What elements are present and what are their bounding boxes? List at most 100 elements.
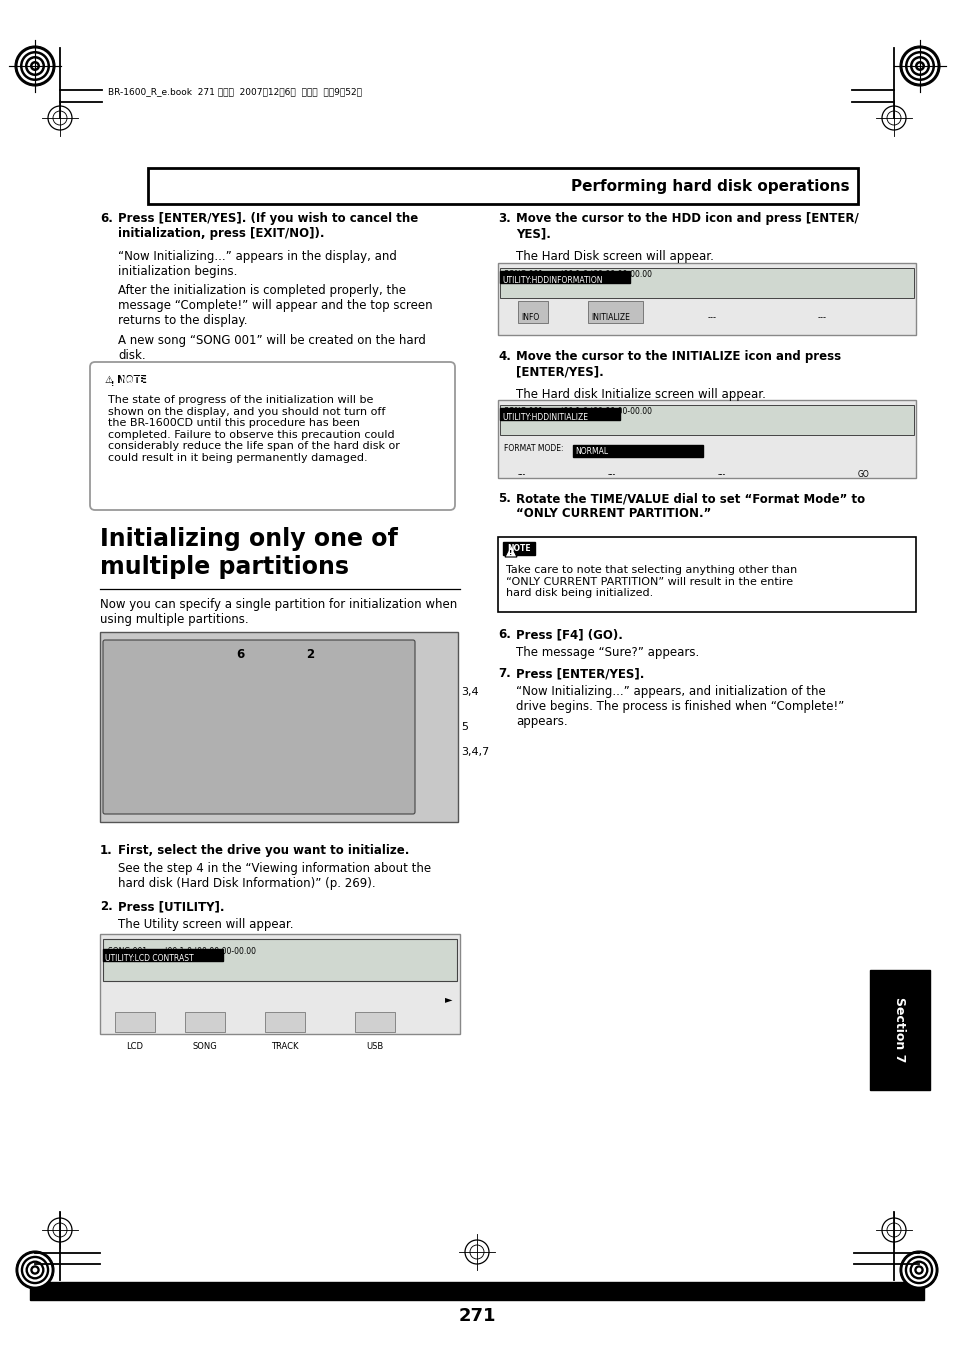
Circle shape xyxy=(32,63,37,69)
Text: !: ! xyxy=(509,550,512,557)
Text: NOTE: NOTE xyxy=(507,544,530,553)
Text: After the initialization is completed properly, the
message “Complete!” will app: After the initialization is completed pr… xyxy=(118,284,432,327)
FancyBboxPatch shape xyxy=(587,301,642,323)
Text: 3,4: 3,4 xyxy=(460,688,478,697)
Text: 7.: 7. xyxy=(497,667,510,680)
Text: !: ! xyxy=(112,381,114,386)
Text: UTILITY:LCD CONTRAST: UTILITY:LCD CONTRAST xyxy=(105,954,193,963)
Circle shape xyxy=(902,1254,935,1286)
Text: 1.: 1. xyxy=(100,844,112,857)
Text: 6: 6 xyxy=(235,648,244,661)
Text: GO: GO xyxy=(857,470,869,480)
Circle shape xyxy=(15,46,55,86)
Text: ---: --- xyxy=(817,313,826,322)
Text: SONG: SONG xyxy=(193,1042,217,1051)
FancyBboxPatch shape xyxy=(148,168,857,204)
Text: Performing hard disk operations: Performing hard disk operations xyxy=(571,178,849,193)
FancyBboxPatch shape xyxy=(265,1012,305,1032)
Text: ►: ► xyxy=(444,994,452,1004)
Circle shape xyxy=(16,1251,54,1289)
Circle shape xyxy=(911,58,926,73)
Text: SONG 001   --- |00 1-0:|00:00:00-00.00: SONG 001 --- |00 1-0:|00:00:00-00.00 xyxy=(108,947,255,957)
Circle shape xyxy=(906,1258,930,1282)
Text: 2: 2 xyxy=(306,648,314,661)
Text: INITIALIZE: INITIALIZE xyxy=(590,313,629,322)
FancyBboxPatch shape xyxy=(116,374,148,386)
FancyBboxPatch shape xyxy=(355,1012,395,1032)
Text: ---: --- xyxy=(707,313,717,322)
Circle shape xyxy=(30,1266,40,1275)
FancyBboxPatch shape xyxy=(103,640,415,815)
Text: The Utility screen will appear.: The Utility screen will appear. xyxy=(118,917,294,931)
FancyBboxPatch shape xyxy=(502,542,535,555)
FancyBboxPatch shape xyxy=(103,948,223,961)
FancyBboxPatch shape xyxy=(499,267,913,299)
Circle shape xyxy=(899,46,939,86)
Text: 3,4,7: 3,4,7 xyxy=(460,747,489,757)
Text: ⚠ NOTE: ⚠ NOTE xyxy=(105,376,147,385)
Text: The state of progress of the initialization will be
shown on the display, and yo: The state of progress of the initializat… xyxy=(108,394,399,463)
Text: “Now Initializing...” appears, and initialization of the
drive begins. The proce: “Now Initializing...” appears, and initi… xyxy=(516,685,843,728)
Text: SONG 001   --- |00 1-0:|00:00:00-00.00: SONG 001 --- |00 1-0:|00:00:00-00.00 xyxy=(503,407,651,416)
FancyBboxPatch shape xyxy=(185,1012,225,1032)
FancyBboxPatch shape xyxy=(30,1282,923,1300)
Circle shape xyxy=(902,49,937,84)
Circle shape xyxy=(914,61,924,72)
FancyBboxPatch shape xyxy=(115,1012,154,1032)
Text: 6.: 6. xyxy=(497,628,511,640)
Text: Press [ENTER/YES]. (If you wish to cancel the
initialization, press [EXIT/NO]).: Press [ENTER/YES]. (If you wish to cance… xyxy=(118,212,417,240)
Text: TRACK: TRACK xyxy=(271,1042,298,1051)
Circle shape xyxy=(913,1266,923,1275)
Text: Press [UTILITY].: Press [UTILITY]. xyxy=(118,900,224,913)
Circle shape xyxy=(904,51,934,81)
Circle shape xyxy=(28,58,43,73)
Circle shape xyxy=(909,55,929,76)
FancyBboxPatch shape xyxy=(100,632,457,821)
FancyBboxPatch shape xyxy=(869,970,929,1090)
Circle shape xyxy=(916,1267,921,1273)
Circle shape xyxy=(32,1267,37,1273)
Polygon shape xyxy=(107,376,119,388)
Text: 5: 5 xyxy=(460,721,468,732)
Text: Section 7: Section 7 xyxy=(893,997,905,1063)
Circle shape xyxy=(18,1254,51,1286)
Circle shape xyxy=(911,1263,925,1277)
Circle shape xyxy=(25,55,45,76)
Text: SONG 001   --- |00 1-0:|00:00:00-00.00: SONG 001 --- |00 1-0:|00:00:00-00.00 xyxy=(503,270,651,280)
Circle shape xyxy=(26,1260,45,1279)
Text: Move the cursor to the INITIALIZE icon and press
[ENTER/YES].: Move the cursor to the INITIALIZE icon a… xyxy=(516,350,841,378)
Text: First, select the drive you want to initialize.: First, select the drive you want to init… xyxy=(118,844,409,857)
Text: The message “Sure?” appears.: The message “Sure?” appears. xyxy=(516,646,699,659)
Text: The Hard Disk screen will appear.: The Hard Disk screen will appear. xyxy=(516,250,713,263)
Text: Move the cursor to the HDD icon and press [ENTER/
YES].: Move the cursor to the HDD icon and pres… xyxy=(516,212,858,240)
Text: LCD: LCD xyxy=(127,1042,143,1051)
Text: 271: 271 xyxy=(457,1306,496,1325)
FancyBboxPatch shape xyxy=(499,405,913,435)
FancyBboxPatch shape xyxy=(90,362,455,509)
Circle shape xyxy=(28,1263,42,1277)
FancyBboxPatch shape xyxy=(499,272,629,282)
Circle shape xyxy=(23,1258,47,1282)
Text: NOTE: NOTE xyxy=(120,376,144,385)
Text: Initializing only one of
multiple partitions: Initializing only one of multiple partit… xyxy=(100,527,397,578)
Text: 6.: 6. xyxy=(100,212,112,226)
Polygon shape xyxy=(504,544,517,557)
Circle shape xyxy=(906,54,931,78)
Text: “Now Initializing...” appears in the display, and
initialization begins.: “Now Initializing...” appears in the dis… xyxy=(118,250,396,278)
Text: Rotate the TIME/VALUE dial to set “Format Mode” to
“ONLY CURRENT PARTITION.”: Rotate the TIME/VALUE dial to set “Forma… xyxy=(516,492,864,520)
Circle shape xyxy=(908,1260,927,1279)
Text: 5.: 5. xyxy=(497,492,511,505)
FancyBboxPatch shape xyxy=(499,408,619,420)
FancyBboxPatch shape xyxy=(497,536,915,612)
FancyBboxPatch shape xyxy=(497,400,915,478)
Text: 2.: 2. xyxy=(100,900,112,913)
FancyBboxPatch shape xyxy=(100,934,459,1034)
Text: FORMAT MODE:: FORMAT MODE: xyxy=(503,444,565,453)
Text: Now you can specify a single partition for initialization when
using multiple pa: Now you can specify a single partition f… xyxy=(100,598,456,626)
Text: ---: --- xyxy=(718,470,725,480)
Text: 3.: 3. xyxy=(497,212,510,226)
Text: UTILITY:HDDINFORMATION: UTILITY:HDDINFORMATION xyxy=(501,276,602,285)
Text: NORMAL: NORMAL xyxy=(575,447,607,457)
Text: 4.: 4. xyxy=(497,350,511,363)
FancyBboxPatch shape xyxy=(573,444,702,457)
